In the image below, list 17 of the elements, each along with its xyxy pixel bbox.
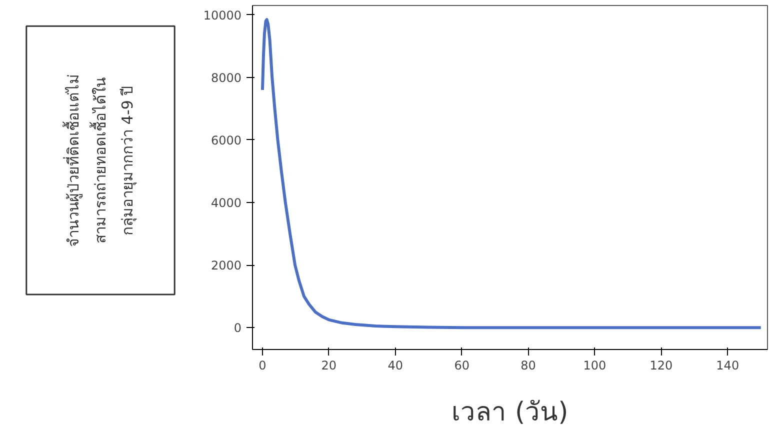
y-tick-label: 0	[234, 321, 242, 336]
x-tick-label: 140	[716, 358, 740, 372]
line-series	[260, 18, 762, 330]
x-tick-label: 60	[454, 358, 470, 372]
y-tick-label: 10000	[203, 8, 242, 22]
x-tick-label: 80	[520, 358, 536, 372]
x-tick-label: 100	[583, 358, 606, 372]
x-tick-label: 0	[258, 358, 266, 372]
x-tick-label: 40	[388, 358, 404, 372]
y-tick-label: 8000	[210, 70, 242, 85]
y-tick-label: 6000	[210, 133, 242, 148]
y-axis-title: จำนวนผู้ป่วยที่ติดเชื้อแต่ไม่ สามารถถ่ายทอดเชื้อได้ใน กลุ่มอายุมากกว่า 4-9 ปี	[62, 74, 138, 247]
y-tick-label: 2000	[210, 258, 242, 273]
y-tick-label: 4000	[210, 196, 242, 210]
x-axis-title: เวลา (วัน)	[452, 398, 568, 428]
x-tick-label: 120	[650, 358, 673, 372]
x-tick-label: 20	[321, 358, 337, 372]
